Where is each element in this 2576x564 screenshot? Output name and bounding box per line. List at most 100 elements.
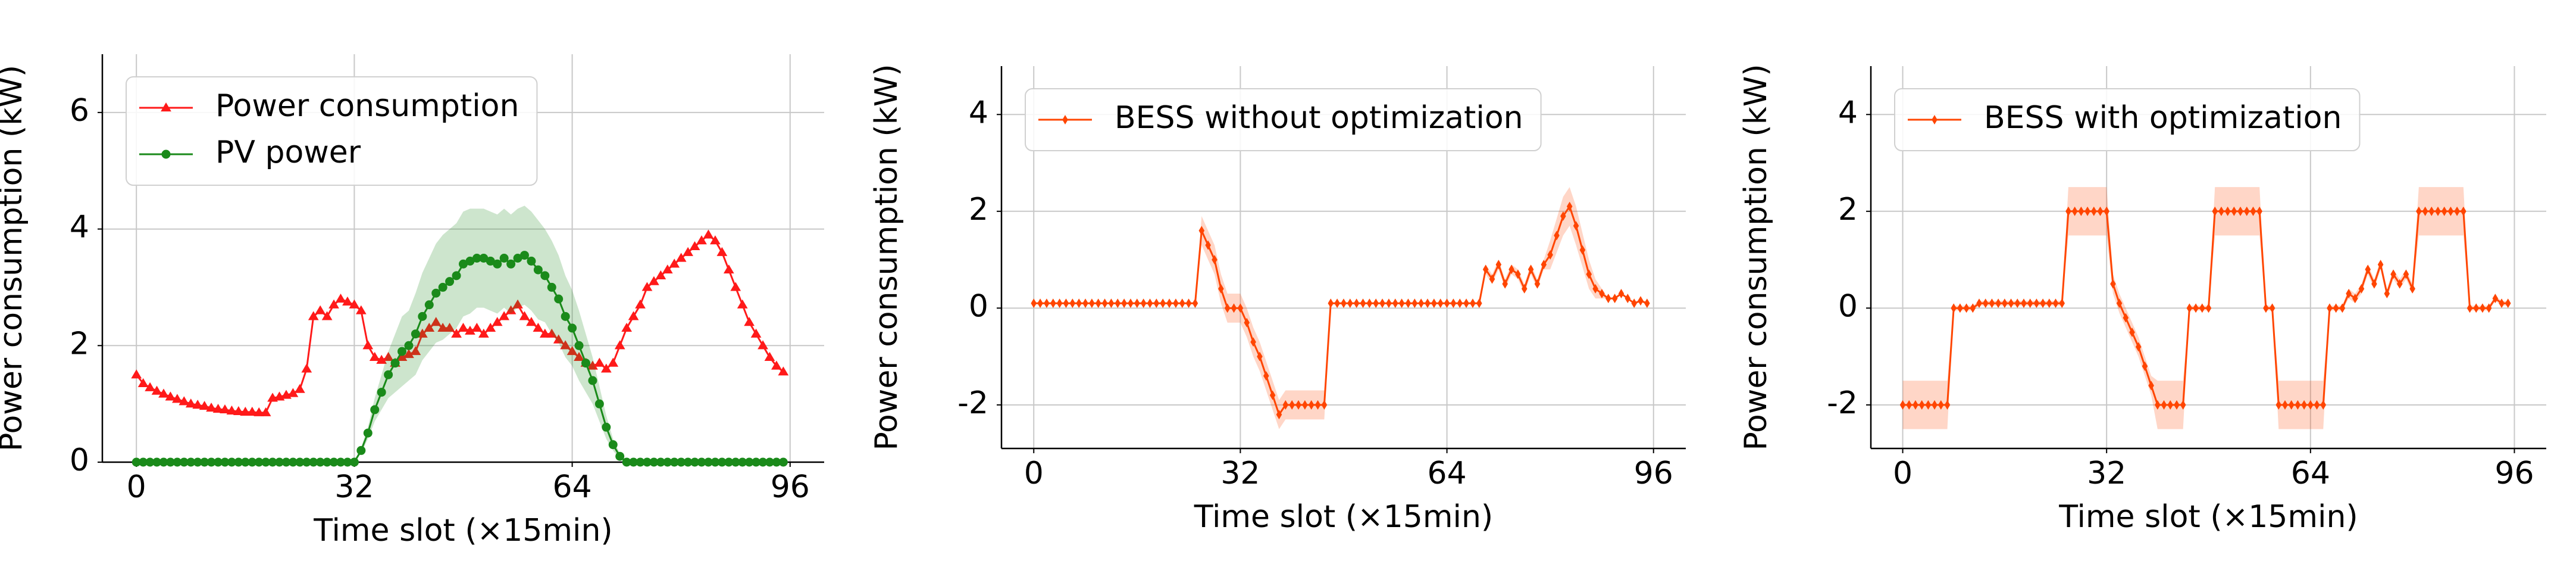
marker [1392,298,1398,309]
marker [602,422,611,432]
x-axis-label: Time slot (×15min) [2058,499,2358,535]
marker [2409,283,2415,294]
marker [1541,260,1547,270]
marker [1314,400,1321,410]
marker [1031,298,1037,309]
marker [430,317,442,326]
marker [226,405,237,415]
marker [1205,240,1211,250]
marker [2454,206,2460,216]
marker [2212,206,2218,216]
marker [2320,400,2327,410]
marker [1321,400,1328,410]
marker [655,270,666,279]
marker [1444,298,1450,309]
y-tick-label: -2 [957,385,988,421]
marker [438,282,447,292]
marker [1425,298,1431,309]
marker [2308,400,2314,410]
marker [1231,303,1237,313]
marker [1489,274,1495,284]
marker [342,296,353,306]
marker [2480,303,2486,313]
marker [246,406,258,416]
marker [1913,400,1918,410]
marker [2186,303,2193,313]
marker [2078,206,2084,216]
x-tick-label: 32 [1220,456,1260,491]
marker [1638,296,1644,306]
marker [703,229,714,239]
marker [1386,298,1392,309]
marker [2084,206,2090,216]
marker [1963,303,1970,313]
marker [485,322,496,332]
marker [1631,298,1637,309]
marker [1437,298,1444,309]
marker [1611,294,1618,304]
y-tick-label: 4 [70,210,89,245]
marker [2505,298,2511,309]
marker [161,149,171,159]
marker [499,254,509,263]
marker [165,391,176,401]
marker [301,363,312,373]
marker [1289,400,1295,410]
marker [689,241,700,251]
legend: Power consumption PV power [126,76,538,186]
marker [431,288,441,298]
marker [2052,298,2059,309]
marker [2046,298,2052,309]
y-tick-label: 2 [70,326,89,362]
marker [2275,400,2282,410]
marker [1938,400,1944,410]
y-tick-label: -2 [1827,385,1858,421]
marker [662,264,673,274]
marker [192,400,204,409]
marker [383,351,394,361]
marker [594,399,604,409]
marker [437,322,449,332]
marker [2002,298,2008,309]
marker [1134,298,1140,309]
marker [2123,313,2129,323]
marker [1244,317,1250,328]
marker [1995,298,2001,309]
marker [744,317,755,326]
marker [519,311,530,320]
marker [574,341,584,350]
legend: BESS without optimization [1025,88,1542,151]
marker [512,299,523,309]
marker [1573,221,1579,231]
x-axis-label: Time slot (×15min) [313,513,612,549]
marker [2467,303,2473,313]
marker [411,329,420,339]
marker [2161,400,2167,410]
marker [696,235,707,245]
marker [2396,279,2403,289]
marker [1044,298,1050,309]
marker [1373,298,1379,309]
marker [1554,230,1560,241]
marker [1944,400,1951,410]
marker [1160,298,1166,309]
marker [2142,361,2148,371]
x-tick-label: 96 [771,469,810,505]
marker [1411,298,1418,309]
marker [2174,400,2180,410]
marker [1050,298,1056,309]
marker [771,360,782,370]
marker [1166,298,1172,309]
marker [2384,288,2390,298]
marker [2155,400,2161,410]
marker [1528,264,1534,275]
marker [418,311,427,321]
marker [2071,206,2078,216]
marker [369,351,380,361]
marker [2390,269,2396,279]
marker [478,328,489,338]
marker [1918,400,1925,410]
marker [1037,298,1043,309]
marker [1192,298,1198,309]
